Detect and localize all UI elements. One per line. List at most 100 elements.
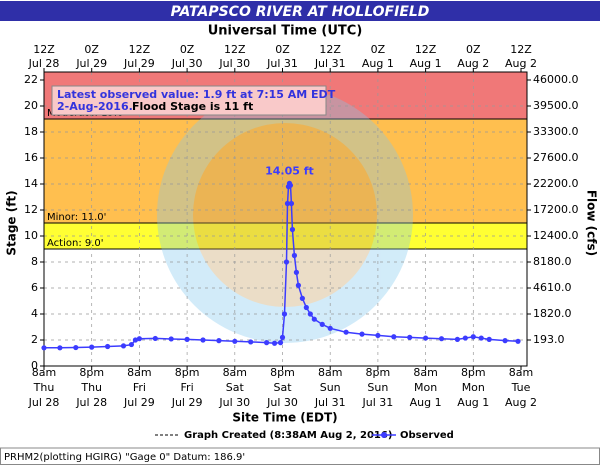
x-tick-label: Jul 29	[123, 396, 155, 409]
x2-tick-label: 0Z	[180, 43, 195, 56]
series-point	[423, 335, 429, 341]
legend-label: Observed	[400, 430, 454, 441]
y-tick-label: 12	[24, 203, 38, 216]
series-point	[152, 335, 158, 342]
series-point	[277, 340, 284, 346]
noaa-watermark	[157, 87, 413, 343]
footer: PRHM2(plotting HGIRG) "Gage 0" Datum: 18…	[4, 452, 245, 463]
series-point	[288, 200, 295, 207]
x-tick-label: 8am	[413, 366, 437, 379]
series-point	[89, 344, 95, 350]
y2-tick-label: 33300.0	[533, 125, 579, 138]
y-tick-label: 4	[31, 307, 38, 320]
flood-band	[44, 223, 527, 249]
x-tick-label: Mon	[414, 381, 437, 394]
top-axis-label: Universal Time (UTC)	[208, 24, 363, 39]
series-point	[438, 336, 445, 342]
series-point	[407, 334, 413, 340]
series-point	[295, 282, 301, 288]
series-point	[502, 338, 508, 344]
series-point	[454, 336, 460, 342]
y2-tick-label: 1820.0	[533, 307, 572, 320]
title-bar	[0, 1, 600, 21]
series-point	[216, 338, 222, 344]
y2-tick-label: 27600.0	[533, 151, 579, 164]
series-point	[128, 341, 135, 348]
series-point	[136, 336, 142, 342]
x-tick-label: Sat	[273, 381, 292, 394]
x-tick-label: 8am	[127, 366, 151, 379]
legend-marker	[381, 432, 387, 438]
x-tick-label: Aug 1	[410, 396, 442, 409]
x-tick-label: Jul 28	[75, 396, 107, 409]
x-tick-label: 8am	[32, 366, 56, 379]
y-tick-label: 10	[24, 229, 38, 242]
series-point	[470, 334, 476, 340]
series-point	[41, 345, 47, 351]
flood-band	[44, 119, 527, 223]
y-tick-label: 6	[31, 281, 38, 294]
series-point	[289, 226, 296, 233]
y-tick-label: 20	[24, 99, 38, 112]
x-tick-label: Sat	[226, 381, 245, 394]
x-tick-label: Fri	[133, 381, 146, 394]
x-tick-label: Jul 31	[314, 396, 346, 409]
watermark-inner	[193, 123, 377, 307]
series-point	[478, 335, 484, 341]
x2-tick-label: 12Z	[129, 43, 151, 56]
x2-tick-label: 0Z	[275, 43, 290, 56]
x2-tick-label: Jul 29	[75, 57, 107, 70]
series-point	[284, 200, 291, 207]
x2-tick-label: Aug 2	[457, 57, 489, 70]
x-axis-label: Site Time (EDT)	[232, 411, 337, 425]
y-tick-label: 8	[31, 255, 38, 268]
watermark-circle	[157, 87, 413, 343]
series-point	[271, 340, 278, 346]
legend-created: Graph Created (8:38AM Aug 2, 2016)	[184, 430, 392, 441]
x2-tick-label: 12Z	[33, 43, 55, 56]
series-point	[391, 334, 397, 340]
series-point	[120, 343, 127, 349]
x-tick-label: Jul 28	[28, 396, 60, 409]
x-tick-label: 8pm	[79, 366, 104, 379]
y2-tick-label: 46000.0	[533, 73, 579, 86]
series-point	[283, 259, 290, 265]
series-point	[132, 337, 139, 343]
latest-date: 2-Aug-2016.	[57, 100, 133, 113]
x2-tick-label: Jul 30	[171, 57, 203, 70]
y-axis-label: Stage (ft)	[5, 190, 19, 255]
x2-tick-label: Jul 31	[314, 57, 346, 70]
x2-tick-label: 12Z	[224, 43, 246, 56]
x2-tick-label: Jul 31	[266, 57, 298, 70]
y-tick-label: 18	[24, 125, 38, 138]
series-point	[279, 334, 286, 340]
series-point	[57, 345, 63, 351]
y2-tick-label: 193.0	[533, 333, 565, 346]
y2-tick-label: 12400.0	[533, 229, 579, 242]
x-tick-label: Thu	[80, 381, 102, 394]
y2-tick-label: 8180.0	[533, 255, 572, 268]
x-tick-label: Aug 2	[505, 396, 537, 409]
x-tick-label: Tue	[511, 381, 531, 394]
series-point	[291, 252, 298, 259]
x2-tick-label: 0Z	[466, 43, 481, 56]
x-tick-label: 8am	[509, 366, 533, 379]
x-tick-label: Jul 30	[218, 396, 250, 409]
x-tick-label: Aug 1	[457, 396, 489, 409]
x-tick-label: 8pm	[366, 366, 391, 379]
x2-tick-label: Aug 1	[362, 57, 394, 70]
y2-axis-label: Flow (cfs)	[585, 190, 599, 256]
x-tick-label: 8pm	[175, 366, 200, 379]
y-tick-label: 2	[31, 333, 38, 346]
series-point	[248, 339, 254, 345]
y2-tick-label: 22200.0	[533, 177, 579, 190]
x2-tick-label: 0Z	[84, 43, 99, 56]
chart-title: PATAPSCO RIVER AT HOLLOFIELD	[171, 4, 430, 20]
x-tick-label: Jul 30	[266, 396, 298, 409]
x-tick-label: 8pm	[270, 366, 295, 379]
series-point	[462, 335, 468, 341]
flood-label: Action: 9.0'	[47, 238, 104, 249]
series-point	[232, 338, 238, 344]
x2-tick-label: Jul 29	[123, 57, 155, 70]
peak-label: 14.05 ft	[265, 164, 314, 177]
